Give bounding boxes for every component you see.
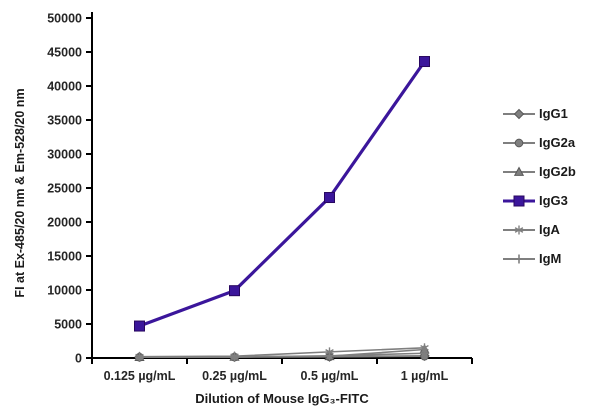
x-tick-label: 0.5 µg/mL bbox=[301, 369, 359, 383]
legend-label: IgG3 bbox=[539, 193, 568, 208]
square-marker-icon bbox=[324, 192, 335, 204]
plus-marker-icon bbox=[514, 254, 524, 263]
y-tick-label: 40000 bbox=[47, 80, 82, 94]
y-tick-label: 20000 bbox=[47, 216, 82, 230]
x-tick-label: 0.125 µg/mL bbox=[104, 369, 176, 383]
legend-label: IgA bbox=[539, 222, 560, 237]
diamond-marker-icon bbox=[513, 108, 525, 119]
y-tick-label: 30000 bbox=[47, 148, 82, 162]
legend-item-IgM: IgM bbox=[501, 244, 576, 273]
plus-marker-icon bbox=[135, 352, 144, 362]
legend: IgG1 IgG2a IgG2b IgG3 IgA IgM bbox=[501, 99, 576, 273]
series-line-IgM bbox=[138, 352, 426, 359]
legend-item-IgG2b: IgG2b bbox=[501, 157, 576, 186]
x-tick-label: 0.25 µg/mL bbox=[202, 369, 267, 383]
legend-marker-plus-icon bbox=[503, 254, 535, 263]
x-axis-title: Dilution of Mouse IgG₃-FITC bbox=[195, 391, 369, 406]
plus-marker-icon bbox=[230, 352, 239, 362]
legend-label: IgG2a bbox=[539, 135, 576, 150]
square-marker-icon bbox=[419, 56, 430, 68]
legend-item-IgG2a: IgG2a bbox=[501, 128, 576, 157]
legend-label: IgG1 bbox=[539, 106, 568, 121]
legend-item-IgA: IgA bbox=[501, 215, 576, 244]
circle-marker-icon bbox=[514, 138, 524, 147]
legend-label: IgG2b bbox=[539, 164, 576, 179]
y-axis-title: FI at Ex-485/20 nm & Em-528/20 nm bbox=[13, 88, 27, 298]
y-tick-label: 5000 bbox=[54, 318, 82, 332]
legend-marker-triangle-icon bbox=[503, 165, 535, 176]
legend-marker-diamond-icon bbox=[503, 108, 535, 119]
y-tick-label: 15000 bbox=[47, 250, 82, 264]
legend-label: IgM bbox=[539, 251, 562, 266]
y-tick-label: 10000 bbox=[47, 284, 82, 298]
y-tick-label: 25000 bbox=[47, 182, 82, 196]
y-tick-label: 45000 bbox=[47, 46, 82, 60]
legend-marker-square-icon bbox=[503, 195, 535, 206]
square-marker-icon bbox=[513, 195, 525, 206]
plus-marker-icon bbox=[325, 351, 334, 361]
square-marker-icon bbox=[134, 320, 145, 332]
triangle-marker-icon bbox=[513, 165, 525, 176]
plus-marker-icon bbox=[420, 348, 429, 358]
legend-marker-circle-icon bbox=[503, 138, 535, 147]
square-marker-icon bbox=[229, 285, 240, 297]
series-line-IgG3 bbox=[137, 59, 427, 328]
asterisk-marker-icon bbox=[514, 225, 524, 234]
x-tick-label: 1 µg/mL bbox=[401, 369, 449, 383]
legend-marker-asterisk-icon bbox=[503, 225, 535, 234]
legend-item-IgG1: IgG1 bbox=[501, 99, 576, 128]
y-tick-label: 0 bbox=[75, 352, 82, 366]
y-tick-label: 50000 bbox=[47, 12, 82, 26]
y-tick-label: 35000 bbox=[47, 114, 82, 128]
legend-item-IgG3: IgG3 bbox=[501, 186, 576, 215]
